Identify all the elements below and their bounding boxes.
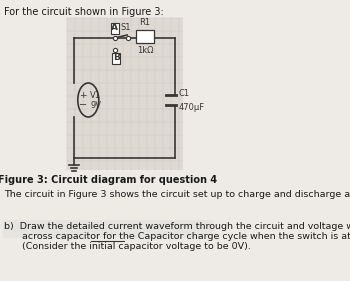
Text: The circuit in Figure 3 shows the circuit set up to charge and discharge a capac: The circuit in Figure 3 shows the circui…	[4, 190, 350, 199]
Text: +: +	[79, 90, 86, 99]
Text: across capacitor for the Capacitor charge cycle when the switch is at position A: across capacitor for the Capacitor charg…	[4, 232, 350, 241]
Bar	[112, 53, 120, 64]
Bar	[111, 22, 119, 33]
Text: −: −	[79, 100, 87, 110]
Text: Figure 3: Circuit diagram for question 4: Figure 3: Circuit diagram for question 4	[0, 175, 218, 185]
Bar	[136, 30, 154, 43]
Text: b)  Draw the detailed current waveform through the circuit and voltage waveform: b) Draw the detailed current waveform th…	[4, 222, 350, 231]
Text: A: A	[111, 24, 118, 33]
Text: R1: R1	[140, 18, 150, 27]
Text: C1: C1	[178, 89, 190, 98]
Text: 1kΩ: 1kΩ	[137, 46, 153, 55]
Text: V1: V1	[90, 90, 101, 99]
Text: 9V: 9V	[90, 101, 101, 110]
Text: For the circuit shown in Figure 3:: For the circuit shown in Figure 3:	[4, 7, 164, 17]
Bar	[66, 18, 183, 170]
Text: (Consider the initial capacitor voltage to be 0V).: (Consider the initial capacitor voltage …	[4, 242, 251, 251]
Text: 470μF: 470μF	[178, 103, 204, 112]
Text: S1: S1	[120, 24, 131, 33]
Bar	[3, 220, 213, 238]
Text: B: B	[113, 53, 119, 62]
